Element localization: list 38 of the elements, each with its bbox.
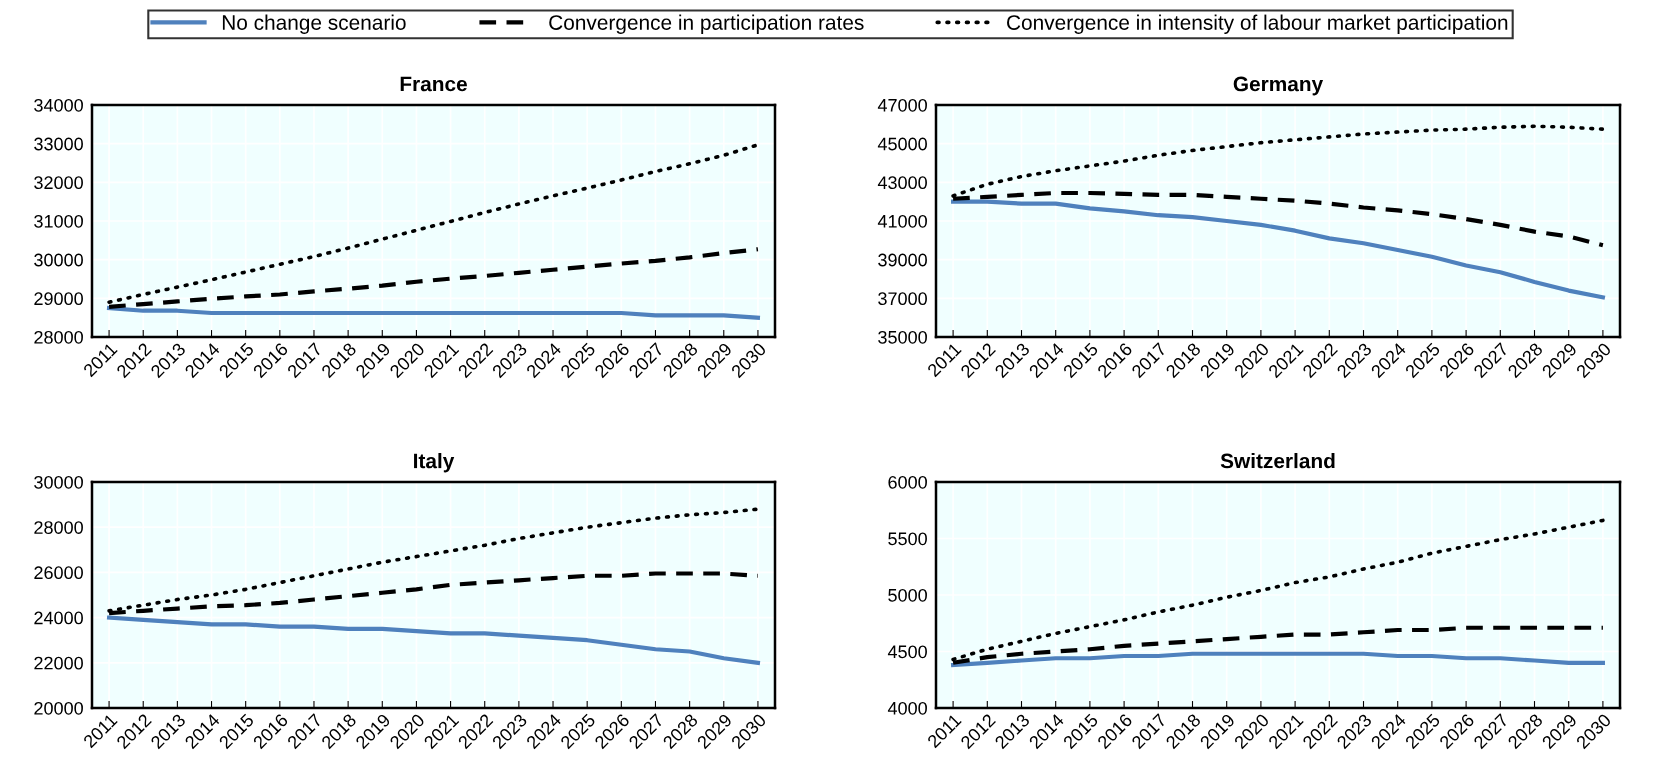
- y-tick-label: 47000: [877, 98, 927, 112]
- y-tick-label: 41000: [877, 214, 927, 228]
- y-tick-label: 29000: [34, 292, 83, 306]
- line-series: [951, 651, 1605, 668]
- y-tick-label: 20000: [34, 701, 83, 715]
- y-tick-label: 5000: [888, 588, 927, 602]
- y-tick-label: 28000: [34, 330, 83, 344]
- legend-label: Convergence in intensity of labour market participation: [1007, 14, 1508, 34]
- line-series: [951, 518, 1605, 662]
- y-tick-label: 45000: [877, 137, 927, 151]
- y-tick-label: 4500: [887, 645, 927, 659]
- chart-title: Italy: [414, 453, 455, 473]
- line-series: [951, 199, 1605, 300]
- y-tick-label: 5500: [888, 532, 927, 546]
- chart-title: Switzerland: [1220, 453, 1335, 469]
- y-tick-label: 35000: [878, 330, 927, 344]
- y-tick-label: 32000: [34, 176, 83, 190]
- legend-label: No change scenario: [222, 14, 406, 34]
- y-tick-label: 6000: [888, 475, 927, 489]
- y-tick-label: 26000: [34, 566, 83, 580]
- y-tick-label: 24000: [34, 611, 83, 625]
- y-tick-label: 43000: [877, 176, 927, 190]
- line-series: [106, 615, 761, 665]
- legend-label: Convergence in participation rates: [549, 14, 864, 34]
- y-tick-label: 22000: [34, 656, 83, 670]
- y-tick-label: 34000: [34, 98, 83, 112]
- line-series: [106, 305, 761, 320]
- y-tick-label: 33000: [34, 137, 83, 151]
- chart-title: France: [400, 76, 467, 92]
- y-tick-label: 39000: [878, 253, 927, 267]
- y-tick-label: 28000: [34, 521, 83, 534]
- y-tick-label: 30000: [34, 253, 83, 267]
- chart-title: Germany: [1233, 76, 1324, 96]
- y-tick-label: 4000: [887, 701, 927, 715]
- y-tick-label: 37000: [878, 292, 927, 306]
- y-tick-label: 31000: [34, 214, 83, 228]
- line-series: [107, 143, 760, 305]
- y-tick-label: 30000: [34, 475, 83, 489]
